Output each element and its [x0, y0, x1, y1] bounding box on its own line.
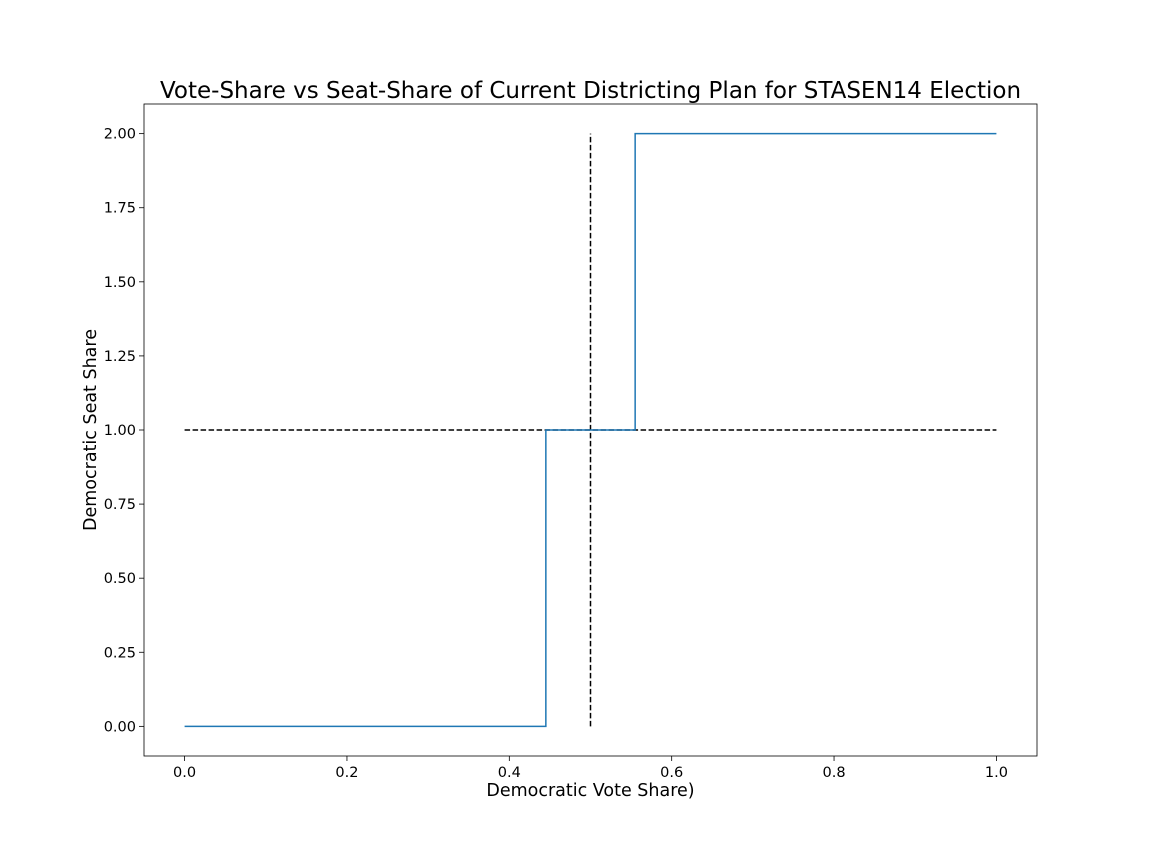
x-axis-label: Democratic Vote Share) — [486, 781, 694, 801]
y-tick-label: 0.50 — [104, 571, 136, 587]
plot-content — [184, 132, 997, 728]
y-tick-label: 0.25 — [104, 645, 136, 661]
y-axis-label: Democratic Seat Share — [81, 329, 101, 531]
y-tick-label: 0.00 — [104, 719, 136, 735]
chart-title: Vote-Share vs Seat-Share of Current Dist… — [160, 78, 1021, 104]
x-tick-label: 0.2 — [335, 765, 358, 781]
x-tick-label: 0.8 — [823, 765, 846, 781]
series-line-0 — [184, 132, 997, 728]
y-axis-ticks: 0.00 0.25 0.50 0.75 1.00 1.25 1.50 1.75 2.00 — [104, 127, 144, 735]
x-axis-ticks: 0.0 0.2 0.4 0.6 0.8 1.0 — [173, 756, 1008, 781]
y-tick-label: 0.75 — [104, 497, 136, 513]
x-tick-label: 0.4 — [498, 765, 521, 781]
y-tick-label: 1.25 — [104, 349, 136, 365]
y-tick-label: 2.00 — [104, 127, 136, 143]
y-tick-label: 1.00 — [104, 423, 136, 439]
y-tick-label: 1.50 — [104, 275, 136, 291]
x-tick-label: 0.0 — [173, 765, 196, 781]
x-tick-label: 1.0 — [985, 765, 1008, 781]
y-tick-label: 1.75 — [104, 201, 136, 217]
x-tick-label: 0.6 — [660, 765, 683, 781]
plot-frame — [143, 103, 1038, 757]
